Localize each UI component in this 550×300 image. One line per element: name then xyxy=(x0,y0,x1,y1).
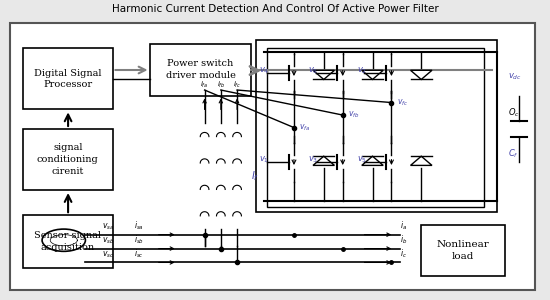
Text: Digital Signal
Processor: Digital Signal Processor xyxy=(34,68,102,89)
Text: $i_a$: $i_a$ xyxy=(400,219,406,232)
Text: $i_{fc}$: $i_{fc}$ xyxy=(233,80,241,90)
Polygon shape xyxy=(410,70,432,80)
Bar xyxy=(267,48,483,207)
Bar xyxy=(23,129,113,190)
Text: $i_{sc}$: $i_{sc}$ xyxy=(134,247,144,260)
Text: $v_{sb}$: $v_{sb}$ xyxy=(102,235,114,246)
Text: $v_4$: $v_4$ xyxy=(259,65,270,76)
Text: $I_f$: $I_f$ xyxy=(251,169,258,183)
Text: $i_{sa}$: $i_{sa}$ xyxy=(134,219,144,232)
Text: $v_{fb}$: $v_{fb}$ xyxy=(348,110,360,120)
Text: $v_3$: $v_3$ xyxy=(308,154,318,165)
Polygon shape xyxy=(313,156,334,165)
Text: $C_f$: $C_f$ xyxy=(508,148,519,160)
Bar xyxy=(150,44,251,96)
Text: $i_{sb}$: $i_{sb}$ xyxy=(134,233,144,246)
Text: $v_{sc}$: $v_{sc}$ xyxy=(102,249,114,260)
Bar xyxy=(421,225,505,276)
Text: $v_5$: $v_5$ xyxy=(356,154,367,165)
Text: Nonlinear
load: Nonlinear load xyxy=(437,240,490,261)
Text: $v_{fc}$: $v_{fc}$ xyxy=(397,97,408,108)
Text: $v_1$: $v_1$ xyxy=(259,154,269,165)
Polygon shape xyxy=(362,156,383,165)
Text: $v_6$: $v_6$ xyxy=(308,65,318,76)
Text: $v_{fa}$: $v_{fa}$ xyxy=(299,122,311,133)
Bar xyxy=(23,215,113,268)
Text: $v_2$: $v_2$ xyxy=(356,65,367,76)
FancyBboxPatch shape xyxy=(9,23,535,290)
Polygon shape xyxy=(362,70,383,80)
Polygon shape xyxy=(313,70,334,80)
Text: $v_{sa}$: $v_{sa}$ xyxy=(102,221,114,232)
Text: Power switch
driver module: Power switch driver module xyxy=(166,59,235,80)
Text: $i_b$: $i_b$ xyxy=(400,233,407,246)
Bar xyxy=(23,48,113,110)
Text: $O_c$: $O_c$ xyxy=(508,106,520,118)
Polygon shape xyxy=(410,156,432,165)
Text: signal
conditioning
cirenit: signal conditioning cirenit xyxy=(37,143,98,176)
Text: $i_c$: $i_c$ xyxy=(400,247,406,260)
Bar xyxy=(256,40,497,212)
Text: Sensor signal
acquisition: Sensor signal acquisition xyxy=(34,231,101,252)
Text: $v_{dc}$: $v_{dc}$ xyxy=(508,72,522,83)
Title: Harmonic Current Detection And Control Of Active Power Filter: Harmonic Current Detection And Control O… xyxy=(112,4,438,14)
Text: $i_{fa}$: $i_{fa}$ xyxy=(200,80,209,90)
Text: $i_{fb}$: $i_{fb}$ xyxy=(217,80,225,90)
